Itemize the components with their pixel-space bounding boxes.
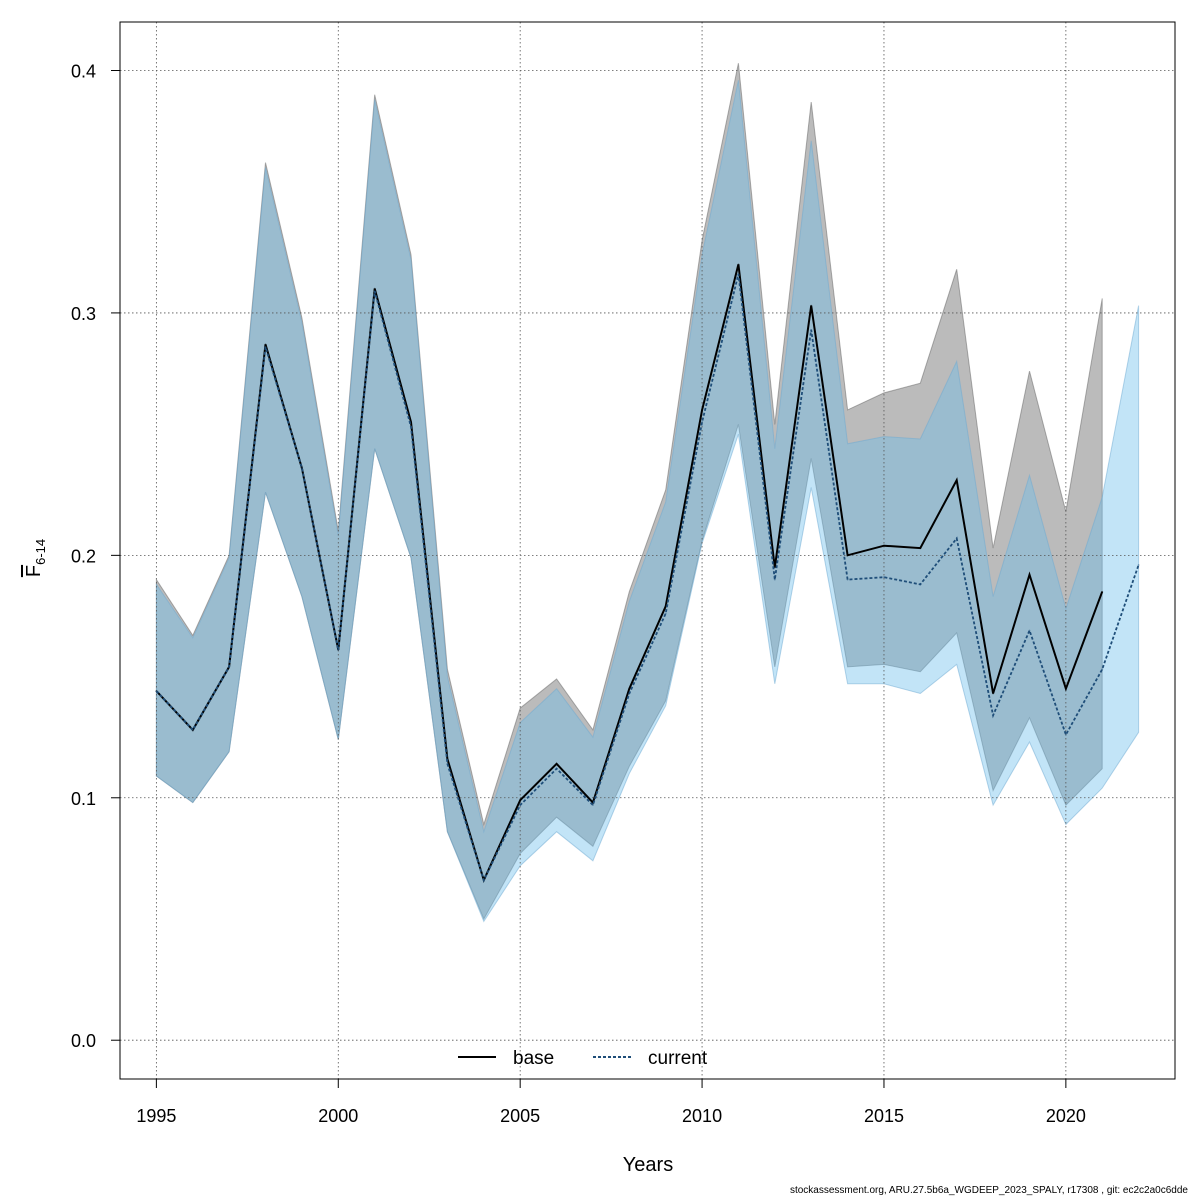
x-axis-title: Years: [623, 1154, 673, 1176]
point-base-2014: [846, 554, 849, 557]
point-current-1996: [191, 728, 194, 731]
point-base-2018: [992, 692, 995, 695]
x-axis: 1995 2000 2005 2010 2015 2020: [136, 1078, 1086, 1126]
x-tick-label-2005: 2005: [500, 1106, 540, 1126]
point-current-2017: [955, 537, 958, 540]
point-base-2015: [883, 544, 885, 547]
y-tick-label-0.3: 0.3: [71, 304, 96, 324]
legend-label-current: current: [648, 1048, 708, 1069]
point-current-2020: [1064, 733, 1067, 736]
point-current-2022: [1137, 564, 1140, 566]
grid-lines: [120, 22, 1175, 1079]
y-tick-label-0.2: 0.2: [71, 546, 96, 566]
point-current-2005: [519, 804, 522, 806]
point-current-2008: [628, 692, 631, 695]
y-axis: 0.0 0.1 0.2 0.3 0.4: [71, 61, 121, 1051]
svg-text:F6-14: F6-14: [23, 539, 48, 577]
x-tick-label-2010: 2010: [682, 1106, 722, 1126]
point-base-2019: [1028, 573, 1031, 576]
point-current-2006: [555, 767, 558, 770]
confidence-bands: [155, 63, 1140, 923]
legend: base current: [458, 1048, 708, 1069]
point-current-2009: [664, 612, 667, 615]
point-current-2012: [773, 578, 776, 581]
point-current-2014: [846, 578, 849, 581]
y-tick-label-0.4: 0.4: [71, 61, 96, 81]
point-current-2013: [810, 328, 813, 331]
point-current-1998: [264, 345, 267, 348]
point-base-1998: [264, 343, 267, 346]
point-base-2010: [701, 408, 703, 411]
point-base-2005: [519, 799, 522, 802]
point-current-2010: [701, 421, 703, 423]
point-base-2001: [373, 287, 376, 290]
point-current-2015: [883, 576, 885, 579]
band-current: [155, 80, 1140, 923]
x-tick-label-2020: 2020: [1046, 1106, 1086, 1126]
x-tick-label-1995: 1995: [136, 1106, 176, 1126]
point-base-2011: [737, 263, 740, 266]
x-tick-label-2000: 2000: [318, 1106, 358, 1126]
series-lines: [155, 263, 1140, 884]
line-current: [155, 273, 1140, 883]
legend-label-base: base: [513, 1048, 554, 1069]
point-current-2004: [482, 879, 485, 882]
point-current-2001: [373, 290, 376, 292]
point-current-2018: [992, 714, 995, 717]
point-current-2019: [1028, 629, 1031, 632]
point-base-2012: [773, 566, 776, 569]
point-current-2007: [592, 804, 594, 806]
y-tick-label-0.1: 0.1: [71, 789, 96, 809]
y-tick-label-0: 0.0: [71, 1031, 96, 1051]
point-current-1997: [228, 665, 231, 668]
point-current-2000: [337, 648, 340, 651]
point-base-2013: [810, 304, 813, 307]
point-current-2002: [410, 425, 412, 428]
y-axis-title-main: F: [23, 565, 45, 577]
point-current-2011: [737, 273, 740, 276]
y-axis-title: F6-14: [23, 539, 48, 577]
point-base-2016: [919, 547, 922, 549]
point-current-2003: [446, 762, 449, 765]
point-current-2016: [919, 583, 922, 586]
y-axis-title-sub: 6-14: [33, 539, 48, 565]
point-base-2021: [1101, 590, 1104, 593]
point-base-2008: [628, 687, 631, 690]
point-current-1995: [155, 690, 158, 693]
footer-caption: stockassessment.org, ARU.27.5b6a_WGDEEP_…: [789, 1185, 1188, 1196]
point-base-2017: [955, 479, 958, 482]
point-base-2020: [1064, 687, 1067, 690]
point-base-2006: [555, 762, 558, 765]
x-tick-label-2015: 2015: [864, 1106, 904, 1126]
point-current-2021: [1101, 668, 1104, 671]
point-current-1999: [300, 467, 303, 469]
